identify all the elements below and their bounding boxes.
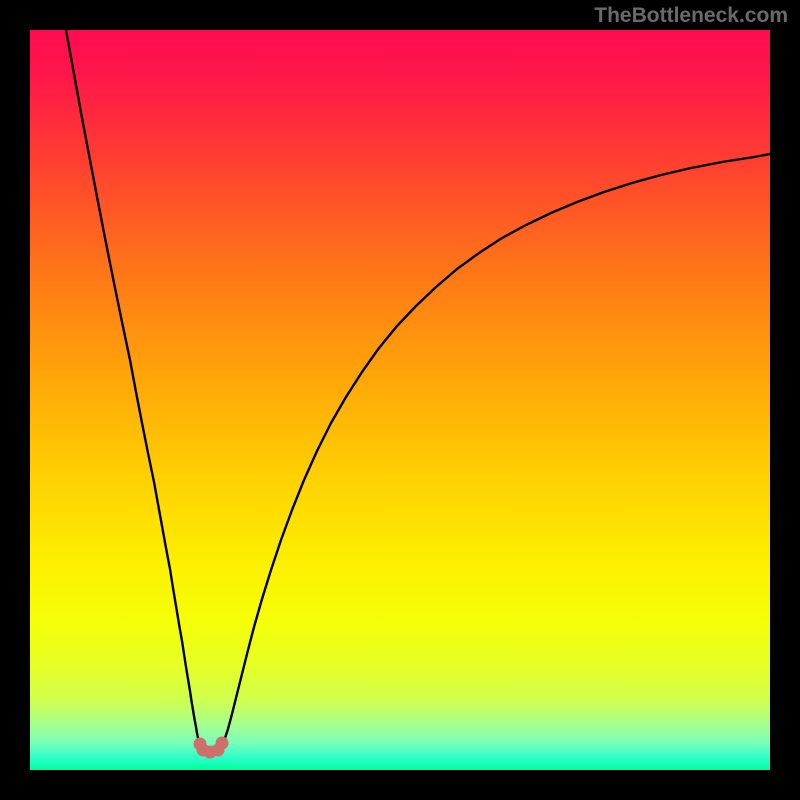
curve-left-descend: [66, 30, 204, 751]
watermark: TheBottleneck.com: [594, 4, 788, 28]
curve-layer: [30, 30, 770, 770]
dip-marker: [216, 737, 229, 750]
plot-area: [30, 30, 770, 770]
curve-right-ascend: [218, 154, 770, 750]
chart-frame: TheBottleneck.com: [0, 0, 800, 800]
